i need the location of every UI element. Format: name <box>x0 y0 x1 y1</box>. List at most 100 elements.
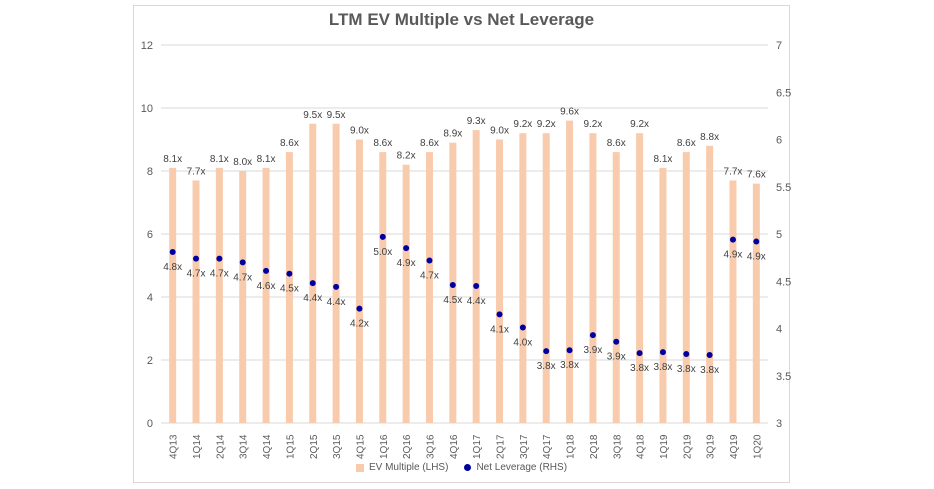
bar-data-label: 8.6x <box>607 138 626 149</box>
bar-data-label: 9.5x <box>303 110 322 121</box>
leverage-point <box>169 248 176 255</box>
x-tick-label: 1Q19 <box>659 434 670 459</box>
chart-title: LTM EV Multiple vs Net Leverage <box>328 10 595 29</box>
bar-data-label: 8.6x <box>677 138 696 149</box>
bar <box>589 133 597 423</box>
bar-data-label: 8.1x <box>257 154 276 165</box>
bar <box>285 152 293 423</box>
bar <box>542 133 550 423</box>
leverage-point <box>379 233 386 240</box>
bar <box>706 145 714 424</box>
x-tick-label: 3Q14 <box>239 434 250 459</box>
y-left-tick-label: 12 <box>141 40 153 52</box>
point-data-label: 4.5x <box>443 295 462 306</box>
y-right-tick-label: 4 <box>776 324 782 336</box>
x-tick-label: 4Q15 <box>355 434 366 459</box>
bar <box>169 167 177 423</box>
point-data-label: 4.6x <box>257 281 276 292</box>
y-left-tick-label: 8 <box>147 166 153 178</box>
y-right-tick-label: 4.5 <box>776 276 791 288</box>
leverage-point <box>403 245 410 252</box>
bar-data-label: 7.7x <box>187 166 206 177</box>
point-data-label: 4.4x <box>467 296 486 307</box>
point-data-label: 3.8x <box>700 365 719 376</box>
bar <box>425 152 433 423</box>
leverage-point <box>356 305 363 312</box>
bar <box>239 171 247 423</box>
bar-data-label: 8.8x <box>700 132 719 143</box>
y-left-tick-label: 4 <box>147 292 153 304</box>
bar-data-label: 7.6x <box>747 170 766 181</box>
y-right-tick-label: 6 <box>776 135 782 147</box>
leverage-point <box>309 280 316 287</box>
bar-data-label: 7.7x <box>724 166 743 177</box>
bar-data-label: 8.1x <box>210 154 229 165</box>
legend-swatch-bar <box>355 463 364 472</box>
y-right-tick-label: 5.5 <box>776 182 791 194</box>
legend-label-ev-multiple: EV Multiple (LHS) <box>368 462 449 473</box>
leverage-point <box>193 255 200 262</box>
x-tick-label: 3Q16 <box>425 434 436 459</box>
point-data-label: 3.8x <box>560 360 579 371</box>
point-data-label: 3.8x <box>537 361 556 372</box>
leverage-point <box>636 350 643 357</box>
x-tick-label: 4Q19 <box>729 434 740 459</box>
point-data-label: 3.8x <box>630 363 649 374</box>
leverage-point <box>239 259 246 266</box>
point-data-label: 3.9x <box>607 352 626 363</box>
point-data-label: 4.4x <box>303 293 322 304</box>
x-tick-label: 1Q16 <box>379 434 390 459</box>
bar <box>752 183 760 423</box>
bar <box>729 180 737 423</box>
legend-label-net-leverage: Net Leverage (RHS) <box>476 462 568 473</box>
x-tick-label: 3Q17 <box>519 434 530 459</box>
bar-data-label: 9.0x <box>350 126 369 137</box>
bar-data-label: 9.0x <box>490 126 509 137</box>
leverage-point <box>589 332 596 339</box>
bar-data-label: 9.3x <box>467 116 486 127</box>
leverage-point <box>753 238 760 245</box>
bar-data-label: 9.2x <box>537 119 556 130</box>
x-tick-label: 1Q20 <box>752 434 763 459</box>
bar <box>379 152 387 423</box>
bar-data-label: 8.0x <box>233 157 252 168</box>
x-tick-label: 2Q14 <box>215 434 226 459</box>
point-data-label: 3.8x <box>653 362 672 373</box>
leverage-point <box>473 282 480 289</box>
y-left-tick-label: 2 <box>147 355 153 367</box>
leverage-point <box>426 257 433 264</box>
x-tick-label: 4Q17 <box>542 434 553 459</box>
point-data-label: 4.7x <box>187 269 206 280</box>
bar-data-label: 8.9x <box>443 129 462 140</box>
x-tick-label: 3Q15 <box>332 434 343 459</box>
bar-data-label: 8.6x <box>280 138 299 149</box>
bar-data-label: 9.5x <box>327 110 346 121</box>
bar-data-label: 8.2x <box>397 151 416 162</box>
leverage-point <box>566 347 573 354</box>
point-data-label: 4.7x <box>233 272 252 283</box>
bar-data-label: 8.1x <box>163 154 182 165</box>
x-tick-label: 1Q14 <box>192 434 203 459</box>
leverage-point <box>613 338 620 345</box>
point-data-label: 4.0x <box>513 338 532 349</box>
legend-swatch-dot <box>464 464 472 471</box>
x-tick-label: 1Q18 <box>566 434 577 459</box>
legend-item-ev-multiple: EV Multiple (LHS) <box>355 462 449 473</box>
bar-data-label: 9.2x <box>630 119 649 130</box>
bar-data-label: 9.2x <box>583 119 602 130</box>
x-tick-label: 4Q13 <box>169 434 180 459</box>
point-data-label: 3.8x <box>677 364 696 375</box>
bar <box>682 152 690 423</box>
leverage-point <box>286 270 293 277</box>
y-left-tick-label: 0 <box>147 418 153 430</box>
y-left-tick-label: 6 <box>147 229 153 241</box>
x-tick-label: 4Q16 <box>449 434 460 459</box>
y-right-tick-label: 3.5 <box>776 371 791 383</box>
point-data-label: 5.0x <box>373 247 392 258</box>
bar <box>496 139 504 423</box>
y-right-tick-label: 6.5 <box>776 87 791 99</box>
point-data-label: 4.5x <box>280 284 299 295</box>
point-data-label: 4.4x <box>327 297 346 308</box>
bar <box>402 164 410 423</box>
